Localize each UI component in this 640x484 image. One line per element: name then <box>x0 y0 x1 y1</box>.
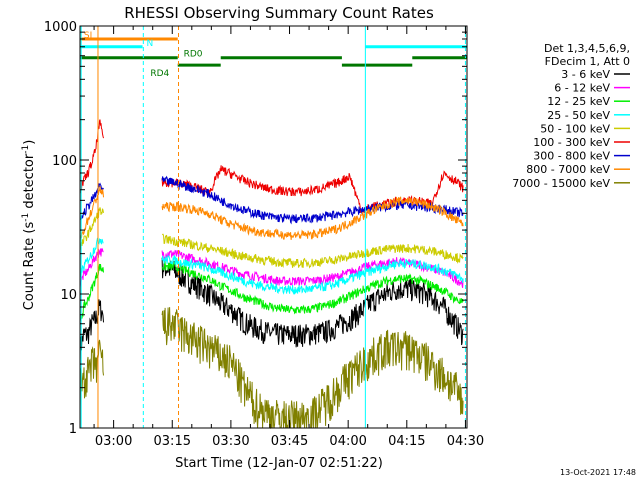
legend-header-line-1: Det 1,3,4,5,6,9, <box>544 42 630 55</box>
y-tick-label: 1 <box>69 422 77 437</box>
y-tick-label: 1000 <box>44 20 77 35</box>
series-trace <box>161 254 464 295</box>
y-tick-label: 10 <box>60 288 77 303</box>
series-trace <box>161 257 464 348</box>
x-tick-label: 04:30 <box>447 434 484 449</box>
y-axis-label: Count Rate (s-1 detector-1) <box>21 140 37 311</box>
legend-entry-label: 6 - 12 keV <box>554 82 610 95</box>
legend-entry-label: 300 - 800 keV <box>533 150 610 163</box>
series-trace <box>161 175 464 225</box>
series-300-800-kev <box>79 175 464 225</box>
y-tick-label: 100 <box>52 154 77 169</box>
y-axis-label-end: ) <box>22 140 37 145</box>
status-bar-label: RD0 <box>184 50 203 60</box>
status-bar-label: RD4 <box>150 69 169 79</box>
y-axis-label-mid: detector <box>22 153 37 213</box>
series-trace <box>79 119 104 194</box>
legend: Det 1,3,4,5,6,9, FDecim 1, Att 0 3 - 6 k… <box>512 42 630 190</box>
series-layer <box>79 119 464 430</box>
plot-frame <box>79 25 468 429</box>
series-trace <box>161 307 464 430</box>
series-trace <box>79 237 104 279</box>
x-axis-label: Start Time (12-Jan-07 02:51:22) <box>175 456 383 471</box>
series-trace <box>79 207 104 250</box>
x-tick-label: 03:15 <box>154 434 191 449</box>
legend-entry-label: 25 - 50 keV <box>547 109 610 122</box>
series-25-50-kev <box>79 237 464 295</box>
legend-entry-label: 12 - 25 keV <box>547 95 610 108</box>
y-axis-label-sup1: -1 <box>21 213 31 222</box>
footer-date: 13-Oct-2021 17:48 <box>560 468 636 477</box>
series-trace <box>161 196 464 240</box>
legend-entry-label: 100 - 300 keV <box>533 136 610 149</box>
legend-entry-label: 800 - 7000 keV <box>526 163 610 176</box>
legend-entry-label: 7000 - 15000 keV <box>512 177 610 190</box>
series-7000-15000-kev <box>79 307 464 430</box>
series-trace <box>161 261 464 315</box>
series-trace <box>79 263 104 322</box>
legend-entry-label: 50 - 100 keV <box>540 122 610 135</box>
y-axis-ticks: 1 10 100 1000 <box>44 20 467 437</box>
series-trace <box>79 186 104 241</box>
x-tick-label: 03:45 <box>271 434 308 449</box>
x-tick-label: 04:15 <box>388 434 425 449</box>
series-50-100-kev <box>79 207 464 269</box>
series-trace <box>79 339 104 408</box>
status-bar-label: SI <box>84 31 92 41</box>
series-12-25-kev <box>79 261 464 322</box>
legend-entry-label: 3 - 6 keV <box>561 68 610 81</box>
x-axis-ticks: 03:00 03:15 03:30 03:45 04:00 04:15 04:30 <box>93 26 484 449</box>
series-trace <box>162 233 464 269</box>
vertical-marker-layer <box>80 26 466 428</box>
series-trace <box>79 182 104 220</box>
series-3-6-kev <box>79 257 464 361</box>
y-axis-label-main: Count Rate (s <box>22 222 37 311</box>
x-tick-label: 03:00 <box>95 434 132 449</box>
legend-header-line-2: FDecim 1, Att 0 <box>545 55 630 68</box>
status-bar-layer: SI N RD0 RD4 <box>80 31 467 79</box>
series-800-7000-kev <box>79 186 464 241</box>
x-tick-label: 04:00 <box>329 434 366 449</box>
x-tick-label: 03:30 <box>212 434 249 449</box>
y-axis-label-sup2: -1 <box>21 145 31 154</box>
chart-title: RHESSI Observing Summary Count Rates <box>124 4 434 22</box>
series-trace <box>79 299 104 361</box>
status-bar-label: N <box>146 39 153 49</box>
